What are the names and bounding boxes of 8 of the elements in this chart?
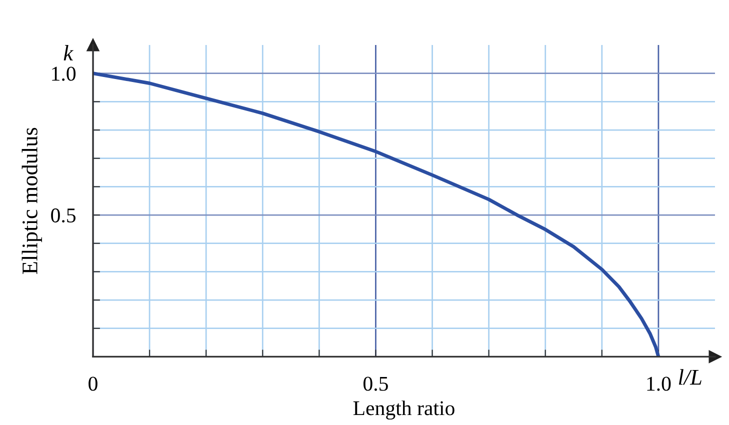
x-tick-label: 0.5 [364, 376, 388, 391]
text: k [64, 45, 74, 60]
text: l/L [678, 369, 702, 385]
x-axis-title: Length ratio [353, 400, 454, 420]
x-tick-label: 1.0 [647, 376, 671, 391]
x-tick-label: 0 [88, 376, 98, 391]
line-series [93, 72, 660, 357]
y-axis-title: Elliptic modulus [22, 128, 42, 274]
